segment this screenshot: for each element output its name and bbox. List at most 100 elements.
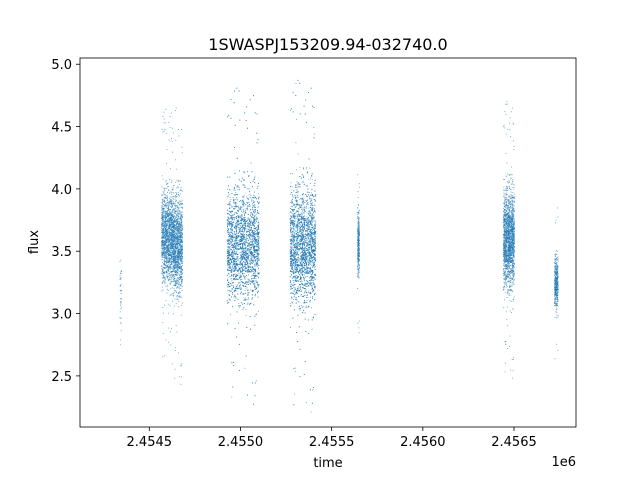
data-point — [165, 181, 167, 183]
data-point — [161, 256, 163, 258]
data-point — [176, 222, 178, 224]
data-point — [245, 288, 247, 290]
data-point — [161, 250, 163, 252]
data-point — [165, 218, 167, 220]
data-point — [242, 266, 244, 268]
data-point — [165, 242, 167, 244]
data-point — [181, 277, 183, 279]
data-point — [247, 253, 248, 255]
data-point — [175, 159, 176, 161]
data-point — [119, 321, 121, 323]
data-point — [179, 189, 181, 191]
data-point — [180, 216, 182, 218]
data-point — [168, 246, 170, 248]
data-point — [173, 223, 175, 225]
data-point — [179, 253, 181, 255]
data-point — [164, 245, 166, 247]
data-point — [179, 217, 181, 219]
data-point — [166, 212, 168, 214]
data-point — [245, 355, 247, 357]
data-point — [170, 217, 172, 218]
data-point — [178, 236, 180, 238]
data-point — [174, 259, 176, 261]
data-point — [169, 254, 171, 255]
data-point — [170, 203, 172, 205]
data-point — [165, 227, 167, 229]
data-point — [179, 222, 181, 224]
data-point — [178, 292, 180, 294]
data-point — [169, 231, 170, 233]
data-point — [177, 258, 179, 260]
data-point — [170, 278, 172, 280]
data-point — [231, 205, 233, 207]
data-point — [161, 241, 163, 243]
data-point — [163, 199, 165, 201]
data-point — [176, 292, 177, 293]
data-point — [162, 333, 164, 334]
data-point — [161, 205, 163, 207]
data-point — [181, 254, 183, 256]
data-point — [171, 235, 173, 237]
data-point — [178, 283, 180, 285]
data-point — [180, 225, 182, 227]
data-point — [170, 257, 172, 258]
data-point — [166, 261, 168, 263]
data-point — [250, 216, 252, 218]
data-point — [179, 231, 181, 233]
data-point — [177, 238, 179, 240]
data-point — [169, 254, 171, 256]
data-point — [252, 223, 254, 225]
data-point — [162, 274, 164, 276]
data-point — [179, 266, 181, 267]
data-point — [172, 209, 174, 211]
data-point — [177, 225, 179, 227]
data-point — [176, 215, 178, 217]
data-point — [177, 252, 179, 254]
data-point — [254, 289, 256, 290]
data-point — [177, 255, 179, 257]
data-point — [169, 247, 171, 249]
data-point — [180, 207, 182, 208]
data-point — [167, 235, 169, 237]
data-point — [164, 214, 166, 215]
data-point — [167, 244, 169, 246]
data-point — [166, 247, 168, 249]
data-point — [119, 317, 121, 318]
data-point — [177, 207, 179, 209]
data-point — [228, 210, 230, 212]
data-point — [171, 247, 173, 249]
data-point — [171, 253, 173, 255]
data-point — [172, 221, 174, 222]
data-point — [180, 253, 182, 255]
data-point — [175, 284, 177, 286]
data-point — [237, 188, 239, 190]
data-point — [170, 245, 172, 247]
data-point — [172, 246, 174, 248]
data-point — [180, 259, 182, 261]
data-point — [163, 272, 165, 274]
data-point — [178, 249, 180, 251]
data-point — [168, 139, 170, 141]
data-point — [161, 255, 163, 257]
data-point — [181, 260, 183, 262]
data-point — [179, 224, 181, 226]
data-point — [249, 262, 251, 264]
data-point — [175, 252, 177, 254]
data-point — [173, 202, 175, 204]
data-point — [162, 229, 163, 230]
data-point — [170, 263, 172, 265]
data-point — [161, 244, 163, 246]
data-point — [256, 275, 257, 277]
data-point — [248, 234, 250, 236]
data-point — [178, 222, 180, 224]
data-point — [164, 230, 166, 232]
data-point — [173, 132, 175, 134]
data-point — [176, 282, 178, 284]
data-point — [167, 219, 169, 221]
data-point — [173, 226, 175, 228]
data-point — [174, 250, 176, 252]
data-point — [170, 258, 172, 260]
data-point — [169, 219, 171, 221]
data-point — [120, 302, 122, 304]
data-point — [171, 206, 172, 208]
